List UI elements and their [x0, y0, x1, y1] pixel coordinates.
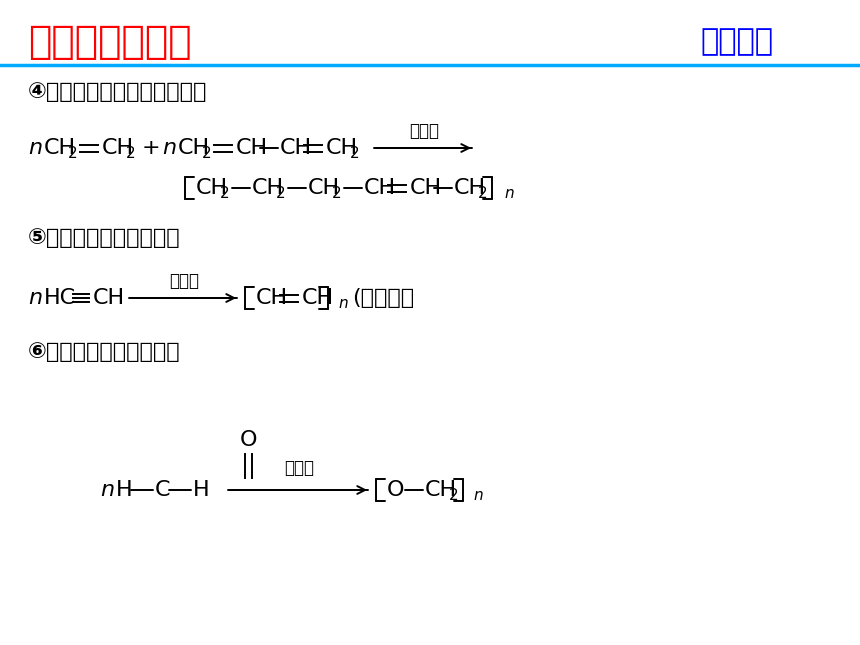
- Text: 2: 2: [126, 146, 136, 161]
- Text: +: +: [142, 138, 161, 158]
- Text: CH: CH: [93, 288, 125, 308]
- Text: 问题导学: 问题导学: [700, 28, 773, 57]
- Text: CH: CH: [236, 138, 268, 158]
- Text: 催化剂: 催化剂: [409, 122, 439, 140]
- Text: (聚乙炔）: (聚乙炔）: [352, 288, 415, 308]
- Text: O: O: [387, 480, 404, 500]
- Text: CH: CH: [454, 178, 486, 198]
- Text: n: n: [162, 138, 176, 158]
- Text: CH: CH: [410, 178, 442, 198]
- Text: 2: 2: [350, 146, 359, 161]
- Text: C: C: [155, 480, 170, 500]
- Text: 2: 2: [478, 186, 488, 201]
- Text: 2: 2: [276, 186, 286, 201]
- Text: CH: CH: [178, 138, 210, 158]
- Text: 合成高分子方法: 合成高分子方法: [28, 23, 192, 61]
- Text: ⑤碳碳三键的加聚，如：: ⑤碳碳三键的加聚，如：: [28, 228, 181, 248]
- Text: 催化剂: 催化剂: [284, 459, 314, 477]
- Text: CH: CH: [102, 138, 134, 158]
- Text: n: n: [473, 488, 482, 504]
- Text: 2: 2: [332, 186, 341, 201]
- Text: CH: CH: [256, 288, 288, 308]
- Text: 2: 2: [449, 488, 458, 504]
- Text: n: n: [100, 480, 114, 500]
- Text: H: H: [193, 480, 210, 500]
- Text: n: n: [338, 297, 347, 312]
- Text: CH: CH: [308, 178, 340, 198]
- Text: CH: CH: [326, 138, 358, 158]
- Text: ④烯烃和二烯烃的加聚，如：: ④烯烃和二烯烃的加聚，如：: [28, 82, 207, 102]
- Text: CH: CH: [44, 138, 77, 158]
- Text: 2: 2: [220, 186, 230, 201]
- Text: HC: HC: [44, 288, 77, 308]
- Text: 催化剂: 催化剂: [169, 272, 199, 290]
- Text: 2: 2: [202, 146, 212, 161]
- Text: CH: CH: [280, 138, 312, 158]
- Text: CH: CH: [364, 178, 396, 198]
- Text: O: O: [240, 430, 257, 450]
- Text: n: n: [28, 138, 42, 158]
- Text: CH: CH: [252, 178, 284, 198]
- Text: CH: CH: [196, 178, 228, 198]
- Text: CH: CH: [425, 480, 458, 500]
- Text: n: n: [504, 186, 513, 201]
- Text: CH: CH: [302, 288, 335, 308]
- Text: n: n: [28, 288, 42, 308]
- Text: 2: 2: [68, 146, 77, 161]
- Text: H: H: [116, 480, 132, 500]
- Text: ⑥碳氧双键的加聚，如：: ⑥碳氧双键的加聚，如：: [28, 342, 181, 362]
